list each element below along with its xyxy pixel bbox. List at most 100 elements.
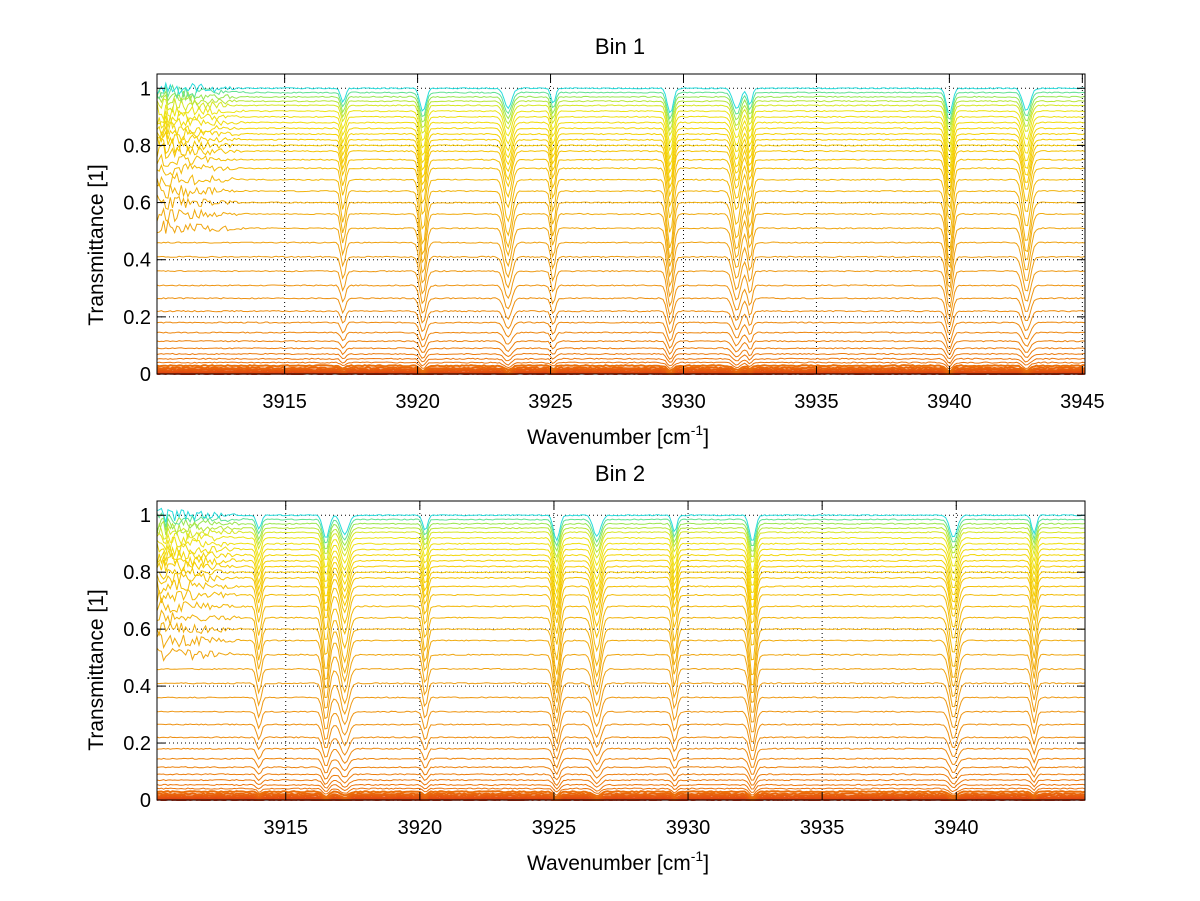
series-line	[156, 115, 1086, 161]
series-line	[156, 597, 1086, 661]
series-line	[156, 795, 1086, 802]
series-line	[156, 516, 1086, 553]
series-line	[156, 787, 1086, 796]
series-line	[156, 588, 1085, 646]
series-line	[156, 103, 1086, 146]
series-line	[156, 766, 1086, 781]
plot-title: Bin 2	[595, 461, 645, 486]
series-line	[156, 578, 1086, 635]
series-line	[156, 536, 1086, 580]
series-line	[156, 284, 1086, 318]
series-line	[156, 120, 1086, 169]
series-line	[156, 783, 1086, 793]
series-line	[156, 357, 1086, 367]
axes-frame	[156, 500, 1086, 801]
x-tick-label: 3930	[661, 391, 706, 413]
series-line	[156, 137, 1086, 191]
y-tick-label: 0.6	[123, 193, 151, 215]
series-line	[156, 790, 1086, 799]
series-line	[156, 352, 1085, 364]
plot-area: 3915 3920 3925 3930 3935 3940 0 0.2 0.4 0.6 0.8 1	[123, 500, 1086, 839]
x-tick-label: 3930	[666, 817, 711, 839]
y-tick-label: 0.2	[123, 307, 151, 329]
series-line	[156, 710, 1086, 744]
y-tick-label: 0	[140, 364, 151, 386]
series-line	[156, 571, 1086, 624]
series-line	[156, 171, 1086, 236]
subplot-bin-2: Bin 2 Transmittance [1] Wavenumber [cm-1…	[85, 461, 1086, 875]
series-line	[156, 647, 1086, 703]
series-line	[156, 531, 1086, 573]
y-tick-label: 0.4	[123, 250, 151, 272]
y-tick-label: 0.8	[123, 562, 151, 584]
series-group	[156, 507, 1086, 802]
series-line	[156, 778, 1086, 790]
series-line	[156, 366, 1086, 374]
x-tick-label: 3915	[263, 817, 308, 839]
x-tick-label: 3915	[262, 391, 307, 413]
series-line	[156, 632, 1086, 694]
x-tick-label: 3925	[528, 391, 573, 413]
series-line	[156, 542, 1086, 587]
series-line	[156, 331, 1086, 350]
y-tick-label: 1	[140, 505, 151, 527]
series-line	[156, 255, 1086, 298]
series-line	[156, 747, 1086, 769]
series-line	[156, 552, 1085, 602]
y-tick-label: 0.2	[123, 733, 151, 755]
series-line	[156, 361, 1086, 369]
x-tick-label: 3945	[1060, 391, 1105, 413]
y-tick-label: 0	[140, 790, 151, 812]
axes-frame	[156, 73, 1086, 375]
series-line	[156, 736, 1086, 761]
series-line	[156, 270, 1086, 309]
x-axis-label: Wavenumber [cm-1]	[527, 848, 709, 875]
series-line	[156, 321, 1086, 343]
series-line	[156, 368, 1086, 375]
series-line	[157, 667, 1086, 713]
series-line	[156, 310, 1085, 335]
series-line	[156, 557, 1086, 608]
series-line	[156, 370, 1086, 376]
series-line	[156, 347, 1086, 360]
series-line	[156, 241, 1086, 289]
series-line	[156, 566, 1086, 615]
series-line	[156, 130, 1086, 183]
series-line	[156, 792, 1086, 800]
plot-title: Bin 1	[595, 34, 645, 59]
series-line	[156, 340, 1086, 355]
series-line	[156, 206, 1086, 269]
series-line	[156, 547, 1086, 595]
y-axis-label: Transmittance [1]	[85, 164, 108, 325]
series-line	[156, 142, 1086, 199]
series-line	[156, 162, 1086, 221]
series-line	[156, 81, 1086, 115]
series-line	[156, 522, 1085, 564]
series-line	[156, 796, 1086, 802]
series-line	[156, 723, 1086, 753]
series-line	[156, 87, 1086, 126]
x-tick-label: 3935	[794, 391, 839, 413]
series-line	[156, 794, 1086, 802]
series-line	[156, 218, 1086, 280]
series-line	[156, 124, 1086, 176]
series-line	[156, 109, 1086, 154]
series-line	[157, 682, 1086, 725]
series-line	[156, 512, 1086, 548]
x-tick-label: 3940	[927, 391, 972, 413]
y-axis-label: Transmittance [1]	[85, 589, 108, 750]
series-line	[156, 364, 1086, 373]
series-line	[156, 609, 1086, 676]
series-line	[156, 153, 1086, 210]
plot-area: 3915 3920 3925 3930 3935 3940 3945 0 0.2 0.4 0.6 0.…	[123, 73, 1105, 413]
series-line	[156, 97, 1086, 137]
y-tick-label: 0.8	[123, 135, 151, 157]
y-tick-label: 1	[140, 78, 151, 100]
series-line	[156, 520, 1086, 559]
x-axis-label: Wavenumber [cm-1]	[527, 422, 709, 449]
series-line	[156, 94, 1086, 132]
x-tick-label: 3925	[532, 817, 577, 839]
series-line	[156, 183, 1086, 251]
series-line	[156, 621, 1086, 686]
